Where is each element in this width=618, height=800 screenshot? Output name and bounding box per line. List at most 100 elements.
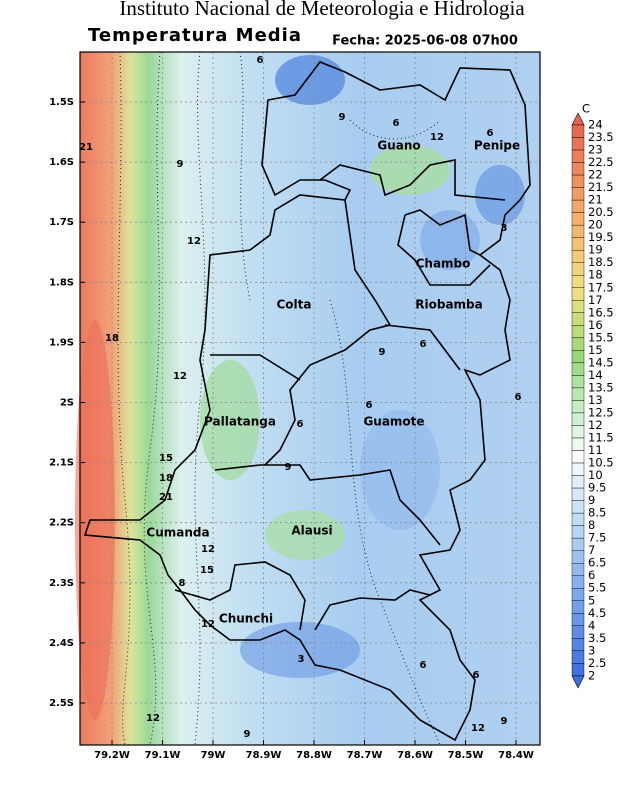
colorbar-label: 14	[588, 368, 603, 382]
colorbar-label: 20.5	[588, 205, 614, 219]
region-label: Chambo	[416, 257, 471, 271]
colorbar-swatch	[571, 287, 585, 301]
canton-boundary	[314, 589, 431, 631]
contour-label: 6	[257, 55, 264, 66]
colorbar-swatch	[571, 187, 585, 201]
region-label: Colta	[277, 298, 312, 312]
colorbar-label: 13.5	[588, 380, 614, 394]
colorbar-swatch	[571, 600, 585, 614]
canton-boundary	[174, 561, 306, 631]
colorbar: C2423.52322.52221.52120.52019.51918.5181…	[571, 102, 614, 689]
colorbar-swatch	[571, 212, 585, 226]
colorbar-swatch	[571, 124, 585, 138]
colorbar-swatch	[571, 475, 585, 489]
warm-area	[370, 145, 450, 195]
contour-label: 6	[420, 660, 427, 671]
lon-label: 79W	[201, 750, 226, 761]
colorbar-swatch	[571, 450, 585, 464]
lat-label: 2.3S	[49, 578, 74, 589]
canton-boundary	[264, 199, 392, 466]
colorbar-label: 23	[588, 143, 603, 157]
contour-label: 6	[366, 400, 373, 411]
map-frame	[79, 51, 541, 746]
lon-label: 78.6W	[397, 750, 433, 761]
colorbar-swatch	[571, 613, 585, 627]
colorbar-label: 2	[588, 668, 595, 682]
map-area	[75, 51, 541, 746]
colorbar-label: 5	[588, 593, 595, 607]
colorbar-swatch	[571, 525, 585, 539]
contour-label: 6	[393, 118, 400, 129]
contour-label: 9	[339, 112, 346, 123]
colorbar-swatch	[571, 249, 585, 263]
province-boundary	[83, 61, 531, 742]
subtitle: Temperatura Media	[88, 25, 302, 46]
contour-label: 9	[244, 729, 251, 740]
colorbar-swatch	[571, 312, 585, 326]
colorbar-swatch	[571, 550, 585, 564]
colorbar-label: 10	[588, 468, 603, 482]
contour-label: 12	[201, 619, 215, 630]
contour-label: 9	[501, 716, 508, 727]
warm-area	[200, 360, 260, 480]
colorbar-swatch	[571, 262, 585, 276]
colorbar-label: 8	[588, 518, 595, 532]
colorbar-label: 23.5	[588, 130, 614, 144]
colorbar-label: 22.5	[588, 155, 614, 169]
colorbar-label: 21.5	[588, 180, 614, 194]
colorbar-swatch	[571, 437, 585, 451]
colorbar-label: 6.5	[588, 556, 606, 570]
contour-label: 12	[201, 544, 215, 555]
colorbar-label: 9	[588, 493, 595, 507]
contour-label: 9	[379, 347, 386, 358]
cold-area	[360, 410, 440, 530]
region-label: Cumanda	[146, 526, 209, 540]
contour-label: 12	[430, 132, 444, 143]
cold-area	[240, 622, 360, 678]
colorbar-swatch	[571, 400, 585, 414]
colorbar-swatch	[571, 387, 585, 401]
colorbar-label: 21	[588, 193, 603, 207]
colorbar-label: 19	[588, 243, 603, 257]
lat-label: 1.7S	[49, 217, 74, 228]
contour-label: 3	[298, 654, 305, 665]
colorbar-swatch	[571, 149, 585, 163]
colorbar-unit: C	[582, 102, 590, 116]
lon-label: 78.5W	[448, 750, 484, 761]
lat-label: 2.2S	[49, 518, 74, 529]
contour-label: 6	[473, 670, 480, 681]
title: Instituto Nacional de Meteorologia e Hid…	[119, 0, 525, 20]
colorbar-label: 5.5	[588, 581, 606, 595]
colorbar-label: 14.5	[588, 355, 614, 369]
contour-label: 18	[159, 473, 173, 484]
colorbar-label: 2.5	[588, 656, 606, 670]
colorbar-bottom-arrow	[571, 675, 585, 689]
colorbar-swatch	[571, 563, 585, 576]
colorbar-swatch	[571, 412, 585, 426]
colorbar-swatch	[571, 199, 585, 213]
colorbar-label: 4.5	[588, 606, 606, 620]
lat-label: 1.6S	[49, 157, 74, 168]
colorbar-swatch	[571, 638, 585, 652]
colorbar-label: 15.5	[588, 330, 614, 344]
contour-label: 18	[105, 333, 119, 344]
colorbar-label: 20	[588, 218, 603, 232]
colorbar-label: 8.5	[588, 506, 606, 520]
contour-label: 6	[515, 392, 522, 403]
colorbar-label: 12.5	[588, 405, 614, 419]
colorbar-label: 9.5	[588, 481, 606, 495]
contour-label: 12	[146, 713, 160, 724]
lon-label: 78.9W	[246, 750, 282, 761]
colorbar-swatch	[571, 500, 585, 514]
colorbar-label: 17.5	[588, 280, 614, 294]
contour-label: 12	[187, 236, 201, 247]
colorbar-label: 6	[588, 568, 595, 582]
lat-label: 2.4S	[49, 638, 74, 649]
lon-label: 79.2W	[94, 750, 130, 761]
contour-label: 21	[79, 142, 93, 153]
colorbar-swatch	[571, 174, 585, 188]
colorbar-label: 10.5	[588, 456, 614, 470]
colorbar-label: 13	[588, 393, 603, 407]
contour-line	[349, 119, 441, 140]
